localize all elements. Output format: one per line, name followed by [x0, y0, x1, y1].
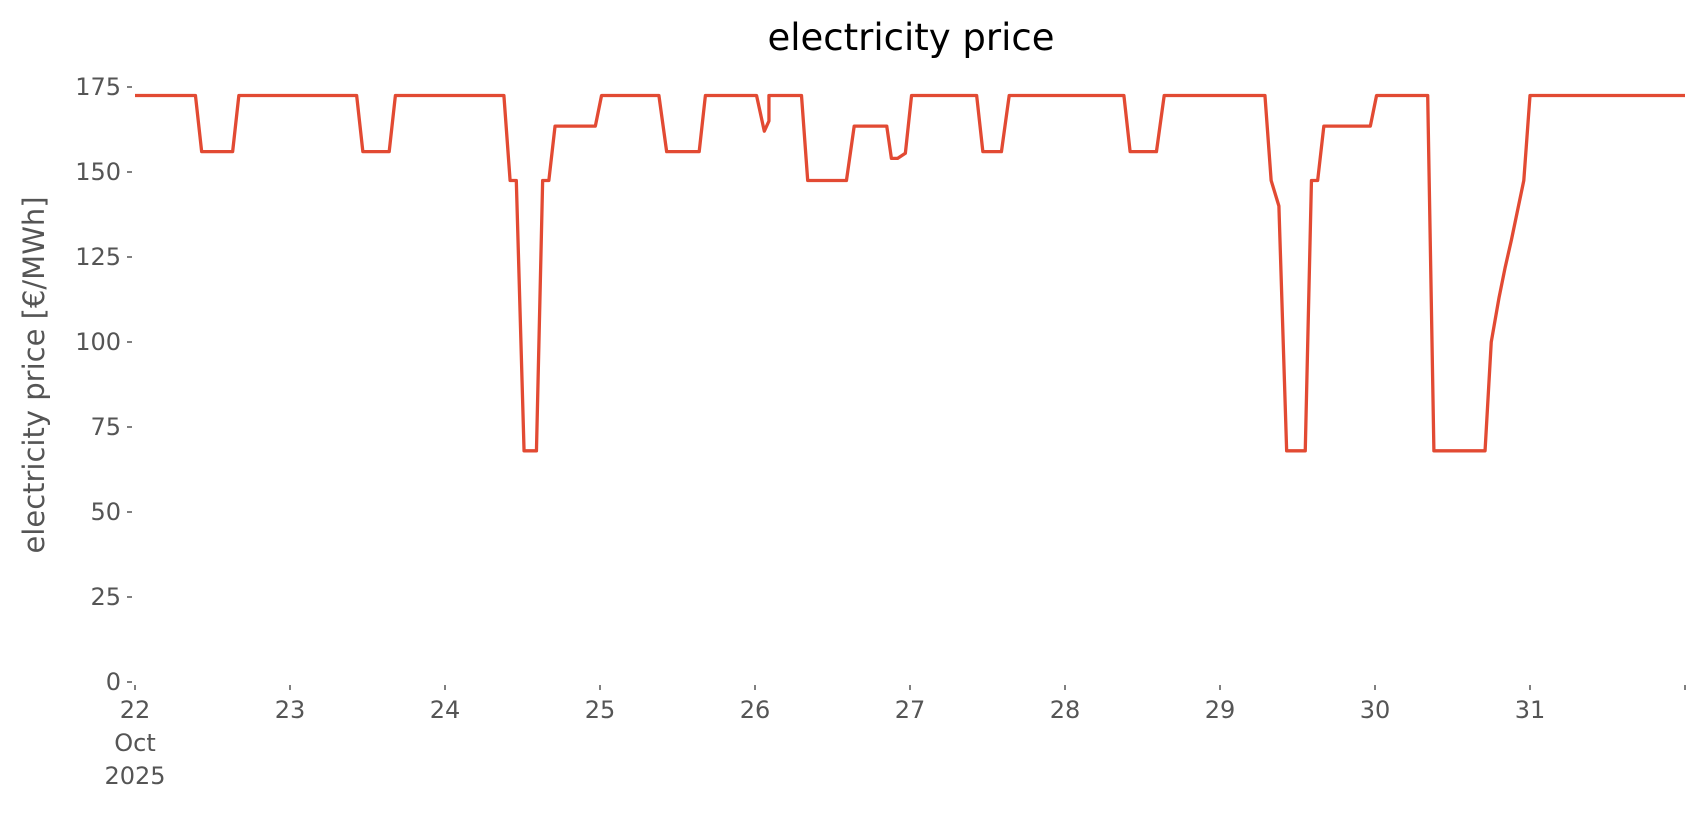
- y-tick-label: 125: [75, 243, 121, 271]
- x-tick-label: 26: [740, 696, 771, 724]
- y-tick-label: 150: [75, 158, 121, 186]
- y-tick-label: 0: [106, 668, 121, 696]
- x-tick-label: 28: [1050, 696, 1081, 724]
- x-tick-label: 29: [1205, 696, 1236, 724]
- y-tick-label: 100: [75, 328, 121, 356]
- x-tick-label: 25: [585, 696, 616, 724]
- price-line: [135, 93, 1685, 453]
- y-tick-label: 25: [90, 583, 121, 611]
- x-tick-label: 24: [430, 696, 461, 724]
- x-tick-label: 27: [895, 696, 926, 724]
- x-tick-label: 23: [275, 696, 306, 724]
- y-tick-label: 50: [90, 498, 121, 526]
- y-tick-label: 75: [90, 413, 121, 441]
- chart-title: electricity price: [767, 16, 1054, 59]
- x-tick-label: 30: [1360, 696, 1391, 724]
- y-axis-label: electricity price [€/MWh]: [17, 196, 51, 553]
- x-tick-label: 22 Oct 2025: [104, 696, 165, 790]
- x-tick-label: 31: [1515, 696, 1546, 724]
- y-tick-label: 175: [75, 73, 121, 101]
